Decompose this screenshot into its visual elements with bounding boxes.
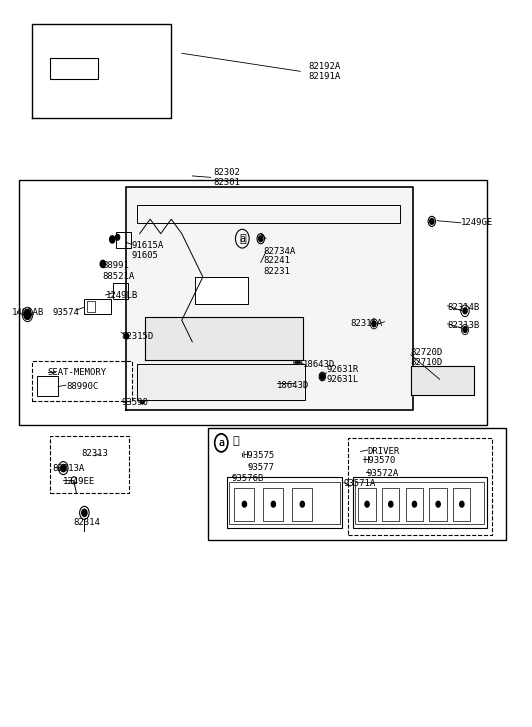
Circle shape: [372, 321, 376, 326]
Bar: [405, 489, 423, 521]
FancyBboxPatch shape: [347, 438, 493, 535]
Circle shape: [24, 310, 31, 319]
Circle shape: [412, 502, 417, 507]
Text: 82302
82301: 82302 82301: [213, 168, 240, 187]
Circle shape: [242, 502, 246, 507]
Polygon shape: [195, 277, 247, 304]
Text: H93575: H93575: [242, 451, 275, 459]
Text: H93570: H93570: [363, 457, 396, 465]
Text: 82313A: 82313A: [53, 464, 85, 473]
Bar: [37, 376, 58, 396]
Text: 82734A: 82734A: [263, 247, 296, 256]
Text: 82315A: 82315A: [350, 319, 383, 329]
Text: DRIVER: DRIVER: [368, 447, 400, 456]
FancyBboxPatch shape: [32, 361, 132, 401]
Circle shape: [61, 465, 66, 472]
Polygon shape: [127, 187, 413, 411]
Text: 1491AB: 1491AB: [12, 308, 45, 318]
Text: 1249GE: 1249GE: [461, 218, 493, 228]
Text: 93590: 93590: [121, 398, 148, 407]
Text: 82192A
82191A: 82192A 82191A: [308, 62, 340, 81]
Bar: [453, 489, 470, 521]
Bar: [87, 302, 95, 312]
Text: 93571A: 93571A: [344, 480, 376, 489]
Text: 82315D: 82315D: [121, 332, 153, 340]
Circle shape: [295, 380, 300, 386]
Circle shape: [365, 502, 369, 507]
Circle shape: [295, 359, 300, 365]
Bar: [382, 489, 399, 521]
Circle shape: [430, 219, 434, 224]
Text: 93574: 93574: [53, 308, 80, 318]
Circle shape: [259, 236, 263, 241]
Text: ⓐ: ⓐ: [232, 435, 239, 446]
Text: 82314: 82314: [74, 518, 101, 527]
Circle shape: [115, 234, 120, 240]
Text: 18643D: 18643D: [303, 361, 335, 369]
Circle shape: [460, 502, 464, 507]
Text: 82313: 82313: [82, 449, 109, 458]
Text: a: a: [239, 233, 245, 244]
Circle shape: [436, 502, 440, 507]
Bar: [358, 489, 376, 521]
Text: 93572A: 93572A: [366, 469, 398, 478]
Text: 1249LB: 1249LB: [105, 292, 138, 300]
Bar: [137, 205, 400, 222]
Text: 93576B: 93576B: [232, 475, 264, 483]
Circle shape: [389, 502, 393, 507]
Bar: [353, 478, 487, 528]
Text: a: a: [218, 438, 225, 448]
Bar: [263, 489, 284, 521]
Text: SEAT-MEMORY: SEAT-MEMORY: [47, 368, 106, 377]
Text: 18643D: 18643D: [277, 381, 309, 390]
Text: 82314B: 82314B: [447, 302, 480, 312]
Bar: [113, 283, 128, 299]
Text: 88991
88521A: 88991 88521A: [103, 262, 135, 281]
Bar: [227, 478, 342, 528]
Text: 92631R
92631L: 92631R 92631L: [327, 365, 359, 384]
Circle shape: [300, 502, 304, 507]
Polygon shape: [145, 316, 303, 360]
Circle shape: [110, 236, 115, 243]
Circle shape: [124, 333, 129, 339]
Polygon shape: [137, 364, 305, 400]
Text: 82313B: 82313B: [447, 321, 480, 331]
Text: 82720D
82710D: 82720D 82710D: [411, 348, 443, 367]
Text: 88990C: 88990C: [66, 382, 98, 391]
Bar: [19, 180, 487, 425]
Polygon shape: [32, 25, 171, 119]
Bar: [50, 58, 97, 79]
Text: 1249EE: 1249EE: [63, 477, 96, 486]
Polygon shape: [411, 366, 474, 395]
Bar: [235, 489, 254, 521]
Circle shape: [82, 509, 87, 516]
Bar: [85, 299, 111, 315]
Text: a: a: [218, 438, 225, 448]
Circle shape: [100, 260, 105, 268]
Text: ⓐ: ⓐ: [239, 233, 246, 244]
Circle shape: [463, 308, 467, 314]
Bar: [355, 482, 485, 523]
Bar: [292, 489, 312, 521]
Circle shape: [320, 374, 325, 379]
Bar: [116, 232, 131, 248]
Circle shape: [463, 326, 467, 332]
Text: 93577: 93577: [247, 463, 275, 472]
Circle shape: [271, 502, 276, 507]
Bar: [208, 428, 505, 540]
Text: 91615A
91605: 91615A 91605: [132, 241, 164, 260]
Circle shape: [140, 398, 144, 404]
Bar: [229, 482, 340, 523]
Text: 82241
82231: 82241 82231: [263, 257, 290, 276]
Bar: [429, 489, 446, 521]
